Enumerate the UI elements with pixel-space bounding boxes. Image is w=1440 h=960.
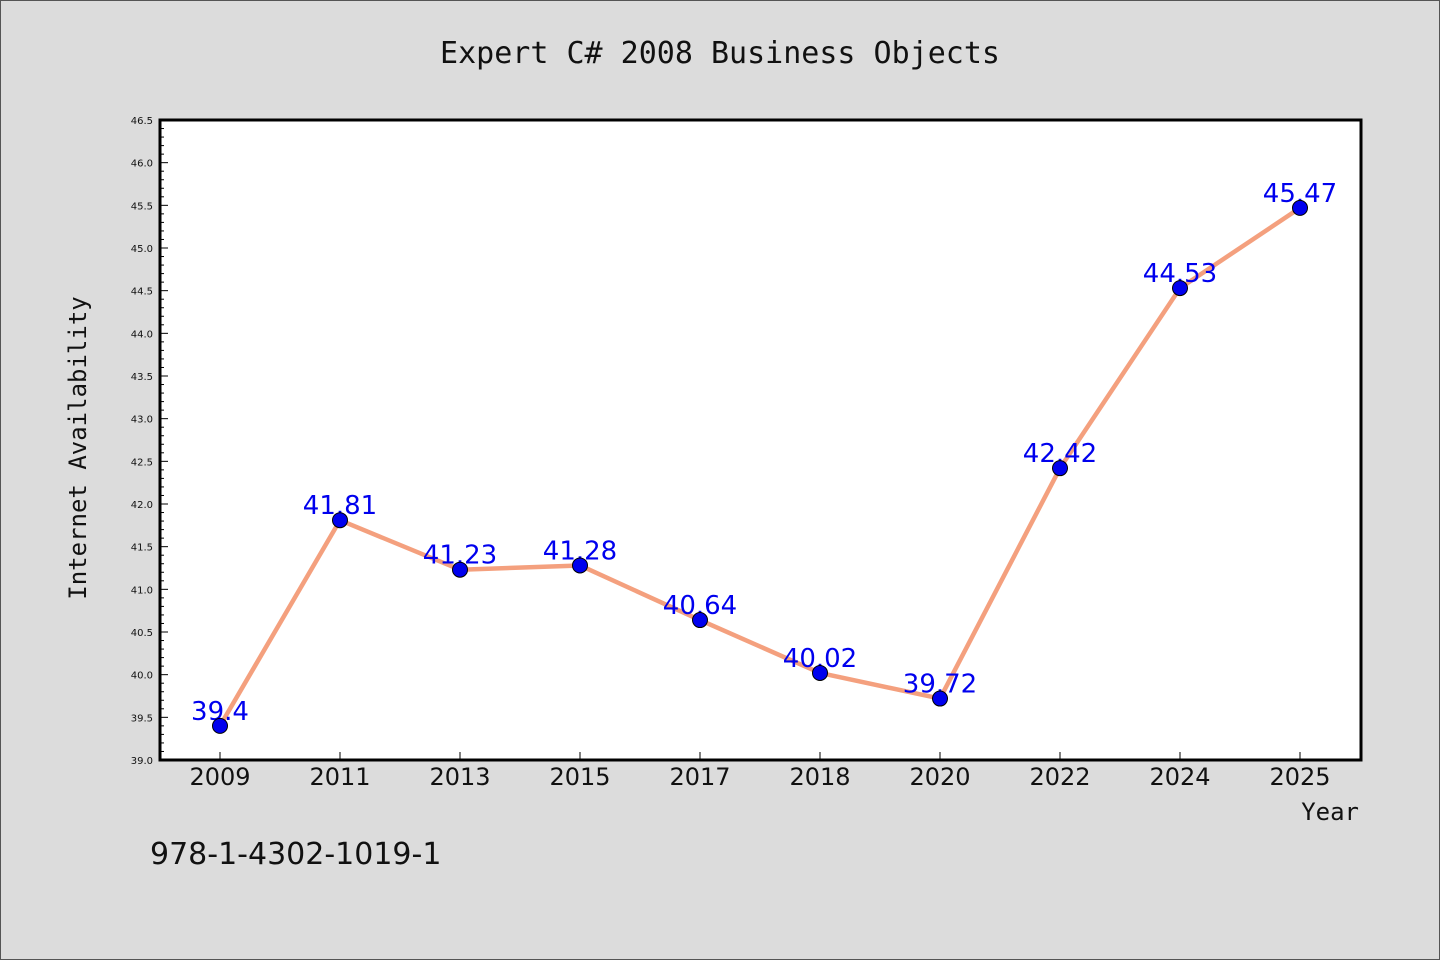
x-tick-label: 2020 <box>909 763 970 791</box>
y-tick-label: 39.0 <box>131 756 153 767</box>
x-tick-label: 2011 <box>309 763 370 791</box>
y-tick-label: 42.0 <box>131 500 153 511</box>
y-tick-label: 40.5 <box>131 628 153 639</box>
y-tick-label: 44.0 <box>131 329 153 340</box>
data-point <box>1052 460 1068 477</box>
data-point <box>1292 199 1308 216</box>
series-markers <box>212 199 1308 734</box>
y-axis-label: Internet Availability <box>64 296 92 599</box>
x-axis-ticks: 2009 2011 2013 2015 2017 2018 2020 2022 2024 2025 <box>189 752 1331 791</box>
y-tick-label: 45.5 <box>131 201 153 212</box>
chart-title: Expert C# 2008 Business Objects <box>440 36 1000 71</box>
x-tick-label: 2022 <box>1029 763 1090 791</box>
x-tick-label: 2017 <box>669 763 730 791</box>
y-tick-label: 43.0 <box>131 415 153 426</box>
y-tick-label: 46.5 <box>131 116 153 127</box>
isbn-footnote: 978-1-4302-1019-1 <box>150 837 441 872</box>
x-tick-label: 2009 <box>189 763 250 791</box>
plot-border <box>158 118 1363 762</box>
y-tick-label: 46.0 <box>131 159 153 170</box>
data-point <box>332 512 348 529</box>
x-axis-label: Year <box>1301 798 1359 826</box>
y-tick-label: 41.5 <box>131 543 153 554</box>
x-tick-label: 2013 <box>429 763 490 791</box>
data-point <box>932 690 948 707</box>
x-tick-label: 2024 <box>1149 763 1210 791</box>
plot-area <box>160 120 1361 760</box>
x-tick-label: 2018 <box>789 763 850 791</box>
series-line-group <box>218 206 1302 728</box>
data-point <box>452 561 468 578</box>
y-tick-label: 39.5 <box>131 713 153 724</box>
series-line <box>218 206 1302 728</box>
data-point <box>692 612 708 629</box>
y-tick-label: 41.0 <box>131 585 153 596</box>
data-point <box>572 557 588 574</box>
data-point <box>812 664 828 681</box>
x-tick-label: 2015 <box>549 763 610 791</box>
data-point <box>1172 280 1188 297</box>
x-tick-label: 2025 <box>1269 763 1330 791</box>
y-tick-label: 42.5 <box>131 457 153 468</box>
y-tick-label: 40.0 <box>131 671 153 682</box>
y-tick-label: 44.5 <box>131 287 153 298</box>
y-tick-label: 45.0 <box>131 244 153 255</box>
y-tick-label: 43.5 <box>131 372 153 383</box>
data-point <box>212 717 228 734</box>
